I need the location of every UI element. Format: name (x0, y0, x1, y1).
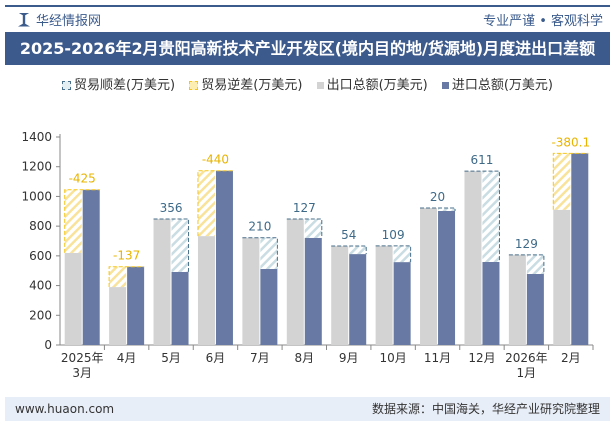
balance-label: 210 (248, 220, 271, 234)
deficit-hatch (553, 153, 571, 210)
y-tick-label: 0 (44, 338, 52, 352)
x-tick-label: 6月 (206, 351, 226, 365)
surplus-hatch (304, 219, 322, 238)
deficit-outline (552, 152, 589, 210)
x-tick-label: 7月 (250, 351, 270, 365)
import-bar (571, 153, 589, 345)
surplus-outline (375, 245, 412, 263)
surplus-hatch (482, 171, 500, 262)
import-bar (304, 237, 322, 345)
legend: 贸易顺差(万美元) 贸易逆差(万美元) 出口总额(万美元) 进口总额(万美元) (0, 74, 615, 93)
import-bar (260, 268, 278, 345)
balance-label: -380.1 (551, 135, 590, 149)
balance-label: 109 (382, 228, 405, 242)
import-bar (393, 262, 411, 345)
import-bar (482, 261, 500, 345)
import-bar (438, 210, 456, 345)
export-bar (197, 236, 215, 345)
x-tick-label: 5月 (161, 351, 181, 365)
surplus-hatch (349, 246, 367, 255)
export-bar (508, 254, 526, 345)
data-source: 数据来源：中国海关，华经产业研究院整理 (371, 402, 600, 416)
x-tick-label: 2026年 (505, 351, 548, 365)
y-tick-label: 1000 (21, 189, 52, 203)
balance-label: 54 (341, 228, 356, 242)
balance-label: 611 (471, 153, 494, 167)
deficit-outline (64, 189, 100, 253)
x-tick-label: 10月 (379, 351, 406, 365)
import-bar (171, 271, 189, 345)
deficit-outline (197, 170, 233, 237)
export-bar (242, 237, 260, 345)
surplus-outline (420, 207, 456, 211)
legend-import: 进口总额(万美元) (441, 78, 553, 93)
balance-label: 127 (293, 201, 316, 215)
balance-label: 356 (160, 201, 183, 215)
surplus-hatch (438, 208, 456, 211)
surplus-hatch (393, 245, 411, 263)
balance-label: 20 (430, 190, 445, 204)
legend-surplus: 贸易顺差(万美元) (61, 78, 175, 93)
export-bar (331, 246, 349, 345)
legend-export: 出口总额(万美元) (316, 78, 428, 93)
x-tick-label: 1月 (517, 366, 537, 380)
x-tick-label: 2月 (561, 351, 581, 365)
export-bar (286, 219, 304, 345)
chart-title: 2025-2026年2月贵阳高新技术产业开发区(境内目的地/货源地)月度进出口差… (5, 32, 610, 65)
balance-label: -137 (113, 249, 140, 263)
surplus-hatch (171, 219, 189, 272)
website: www.huaon.com (15, 402, 115, 416)
x-tick-label: 12月 (468, 351, 495, 365)
x-tick-label: 3月 (72, 366, 92, 380)
brand: 华经情报网 (18, 10, 101, 29)
y-tick-label: 600 (29, 249, 52, 263)
deficit-hatch (197, 170, 215, 237)
slogan: 专业严谨 • 客观科学 (483, 14, 603, 29)
export-bar (420, 208, 438, 345)
export-bar (464, 171, 482, 345)
x-tick-label: 4月 (117, 351, 137, 365)
import-bar (82, 189, 100, 345)
x-tick-label: 11月 (424, 351, 451, 365)
import-bar (526, 273, 544, 345)
x-tick-label: 2025年 (61, 351, 104, 365)
top-line (5, 5, 610, 7)
y-tick-label: 400 (29, 279, 52, 293)
balance-label: -440 (202, 153, 229, 167)
export-bar (64, 252, 82, 345)
export-bar (375, 245, 393, 345)
import-bar (349, 254, 367, 345)
deficit-outline (108, 266, 145, 288)
y-tick-label: 1400 (21, 130, 52, 144)
x-tick-label: 8月 (294, 351, 314, 365)
export-bar (109, 287, 127, 345)
import-bar (215, 170, 233, 345)
brand-name: 华经情报网 (36, 14, 102, 29)
deficit-hatch (64, 189, 82, 253)
balance-label: 129 (515, 237, 538, 251)
surplus-hatch (260, 237, 278, 269)
x-tick-label: 9月 (339, 351, 359, 365)
legend-deficit: 贸易逆差(万美元) (189, 78, 302, 93)
y-tick-label: 200 (29, 308, 52, 322)
export-bar (153, 219, 171, 345)
y-tick-label: 800 (29, 219, 52, 233)
deficit-hatch (109, 266, 127, 288)
export-bar (553, 209, 571, 345)
footer: www.huaon.com 数据来源：中国海关，华经产业研究院整理 (5, 397, 610, 421)
surplus-hatch (526, 254, 544, 274)
import-bar (127, 266, 145, 345)
balance-label: -425 (69, 172, 96, 186)
surplus-outline (242, 237, 278, 269)
y-tick-label: 1200 (21, 160, 52, 174)
